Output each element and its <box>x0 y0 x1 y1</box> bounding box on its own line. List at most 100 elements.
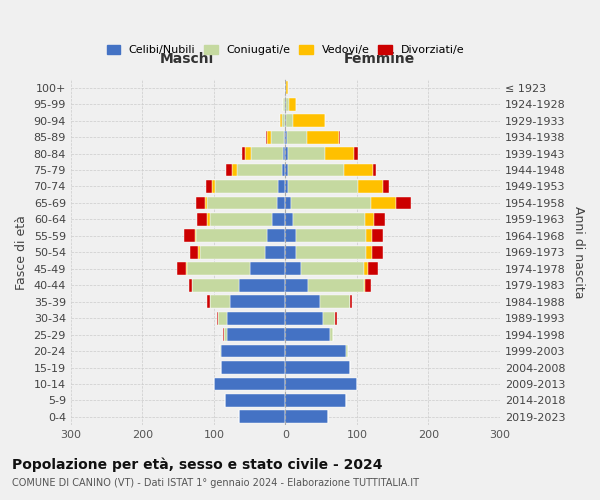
Bar <box>214 378 286 390</box>
Bar <box>251 147 283 160</box>
Bar <box>277 196 286 209</box>
Bar <box>308 279 364 291</box>
Bar <box>227 312 286 324</box>
Bar <box>320 296 350 308</box>
Bar <box>286 361 350 374</box>
Bar <box>205 196 206 209</box>
Bar <box>250 262 286 275</box>
Bar <box>293 114 325 127</box>
Bar <box>286 262 301 275</box>
Bar <box>265 246 286 258</box>
Bar <box>286 344 346 358</box>
Bar <box>271 130 284 143</box>
Bar <box>282 114 284 127</box>
Bar <box>197 213 208 226</box>
Bar <box>286 410 328 424</box>
Bar <box>209 213 272 226</box>
Bar <box>286 279 308 291</box>
Bar <box>284 98 286 110</box>
Bar <box>272 213 286 226</box>
Bar <box>286 296 320 308</box>
Text: Maschi: Maschi <box>160 52 214 66</box>
Bar <box>278 180 286 193</box>
Bar <box>396 196 410 209</box>
Bar <box>286 130 287 143</box>
Bar <box>286 164 288 176</box>
Text: COMUNE DI CANINO (VT) - Dati ISTAT 1° gennaio 2024 - Elaborazione TUTTITALIA.IT: COMUNE DI CANINO (VT) - Dati ISTAT 1° ge… <box>12 478 419 488</box>
Bar <box>220 344 221 358</box>
Bar <box>266 130 268 143</box>
Bar <box>224 328 227 341</box>
Bar <box>368 262 379 275</box>
Bar <box>239 410 286 424</box>
Bar <box>286 312 323 324</box>
Text: Femmine: Femmine <box>344 52 415 66</box>
Bar <box>286 378 357 390</box>
Bar <box>344 164 373 176</box>
Bar <box>325 147 354 160</box>
Bar <box>209 296 230 308</box>
Bar <box>366 246 372 258</box>
Bar <box>284 82 286 94</box>
Bar <box>335 312 337 324</box>
Bar <box>184 230 194 242</box>
Bar <box>287 130 307 143</box>
Bar <box>286 213 293 226</box>
Bar <box>284 114 286 127</box>
Bar <box>365 213 374 226</box>
Bar <box>288 180 358 193</box>
Text: Popolazione per età, sesso e stato civile - 2024: Popolazione per età, sesso e stato civil… <box>12 458 383 472</box>
Bar <box>286 98 289 110</box>
Bar <box>193 279 239 291</box>
Bar <box>196 196 205 209</box>
Bar <box>208 213 209 226</box>
Bar <box>232 164 238 176</box>
Bar <box>350 296 352 308</box>
Bar <box>374 213 385 226</box>
Bar <box>286 147 288 160</box>
Bar <box>286 230 296 242</box>
Bar <box>366 230 372 242</box>
Bar <box>332 328 333 341</box>
Bar <box>230 296 286 308</box>
Y-axis label: Fasce di età: Fasce di età <box>15 215 28 290</box>
Bar <box>301 262 364 275</box>
Bar <box>280 114 282 127</box>
Bar <box>242 147 245 160</box>
Bar <box>282 164 286 176</box>
Bar <box>288 147 325 160</box>
Bar <box>307 130 339 143</box>
Bar <box>221 344 286 358</box>
Bar <box>286 180 288 193</box>
Bar <box>330 328 332 341</box>
Bar <box>288 164 344 176</box>
Bar <box>372 246 383 258</box>
Bar <box>226 164 232 176</box>
Bar <box>372 230 383 242</box>
Bar <box>286 328 330 341</box>
Bar <box>221 361 286 374</box>
Bar <box>268 130 271 143</box>
Bar <box>383 180 389 193</box>
Bar <box>268 230 286 242</box>
Bar <box>289 98 296 110</box>
Bar <box>200 246 265 258</box>
Bar <box>194 230 196 242</box>
Bar <box>283 98 284 110</box>
Bar <box>291 196 371 209</box>
Bar <box>206 196 277 209</box>
Bar <box>354 147 358 160</box>
Bar <box>212 180 215 193</box>
Bar <box>286 246 296 258</box>
Bar <box>206 180 212 193</box>
Bar <box>364 262 368 275</box>
Bar <box>217 312 218 324</box>
Bar <box>296 246 366 258</box>
Bar <box>346 344 347 358</box>
Bar <box>365 279 371 291</box>
Bar <box>227 328 286 341</box>
Bar <box>186 262 187 275</box>
Bar <box>239 279 286 291</box>
Bar <box>208 296 209 308</box>
Bar <box>190 246 198 258</box>
